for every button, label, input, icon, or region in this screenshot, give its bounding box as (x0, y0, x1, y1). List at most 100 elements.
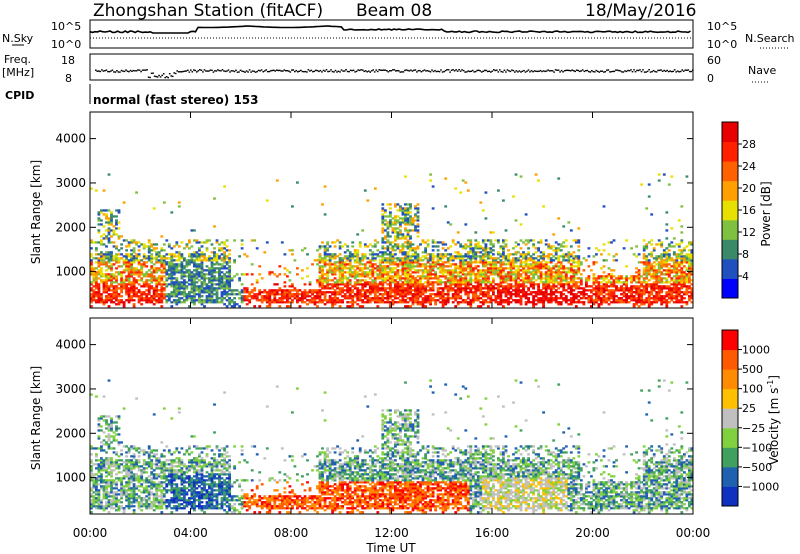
power-cell (358, 267, 362, 270)
power-cell (595, 293, 598, 296)
power-cell (147, 293, 151, 296)
power-cell (414, 291, 417, 294)
power-cell (233, 303, 237, 306)
power-cell (223, 281, 227, 284)
power-cell (517, 269, 520, 272)
freq-point (657, 69, 659, 72)
power-cell (466, 265, 470, 268)
power-cell (323, 251, 327, 254)
power-cell (162, 255, 166, 258)
power-cell (554, 253, 558, 256)
power-cell (394, 291, 397, 294)
power-cell (358, 291, 362, 294)
power-cell (595, 253, 598, 256)
power-cell (507, 273, 510, 276)
power-cell (162, 281, 166, 284)
power-cell (356, 279, 360, 282)
power-cell (152, 297, 156, 300)
power-cell (421, 297, 425, 300)
power-cell (356, 299, 360, 302)
power-cell (444, 269, 448, 272)
power-cell (660, 287, 664, 290)
power-cell (333, 281, 337, 284)
power-cell (554, 241, 558, 244)
power-cell (489, 301, 493, 304)
power-cell (100, 295, 103, 298)
power-cell (331, 241, 335, 244)
freq-point (610, 71, 613, 73)
power-cell (243, 273, 247, 276)
power-cell (635, 271, 639, 274)
power-cell (554, 297, 558, 300)
power-cell (363, 271, 367, 274)
power-cell (351, 271, 355, 274)
power-cell (632, 277, 636, 280)
power-cell (484, 283, 488, 286)
freq-point (298, 70, 301, 72)
power-cell (635, 289, 639, 292)
power-cell (559, 303, 563, 306)
power-cell (135, 273, 139, 276)
power-cell (180, 275, 184, 278)
power-cell (597, 277, 601, 280)
power-cell (117, 299, 121, 302)
power-cell (652, 297, 656, 300)
power-cell (120, 291, 124, 294)
power-cell (193, 297, 196, 300)
power-cell (193, 277, 196, 280)
power-cell (328, 301, 332, 304)
power-cell (386, 267, 390, 270)
power-cell (180, 269, 184, 272)
power-cell (373, 285, 377, 288)
power-cell (190, 281, 194, 284)
power-cell (341, 263, 345, 266)
power-cell (622, 277, 626, 280)
power-cell (499, 289, 503, 292)
power-cell (170, 269, 174, 272)
power-cell (137, 283, 141, 286)
freq-point (473, 71, 475, 73)
power-cell (185, 287, 189, 290)
power-cell (534, 279, 538, 282)
power-cell (283, 281, 287, 284)
power-cell (275, 299, 279, 302)
power-cell (210, 257, 214, 260)
power-cell (569, 259, 573, 262)
power-cell (532, 291, 536, 294)
power-cell (504, 295, 508, 298)
power-cell (117, 235, 121, 238)
power-cell (487, 255, 490, 258)
power-cell (346, 285, 350, 288)
power-cell (100, 301, 103, 304)
power-cell (426, 279, 430, 282)
power-cell (177, 293, 181, 296)
power-cell (635, 245, 639, 248)
power-cell (351, 265, 355, 268)
power-cell (645, 277, 649, 280)
power-cell (532, 267, 536, 270)
power-cell (125, 277, 129, 280)
power-cell (461, 299, 465, 302)
freq-point (459, 70, 462, 72)
power-cell (218, 257, 221, 260)
freq-point (485, 69, 488, 72)
power-cell (200, 275, 204, 278)
power-cell (517, 273, 520, 276)
power-cell (326, 241, 330, 244)
power-cell (409, 293, 412, 296)
power-cell (378, 299, 382, 302)
power-cell (167, 245, 171, 248)
power-cell (404, 277, 407, 280)
freq-point (343, 70, 346, 72)
power-cell (625, 281, 629, 284)
power-cell (92, 275, 96, 278)
power-cell (441, 287, 445, 290)
power-cell (336, 301, 340, 304)
power-cell (263, 291, 267, 294)
power-cell (409, 249, 412, 252)
power-cell (454, 281, 458, 284)
power-cell (484, 247, 488, 250)
power-cell (218, 277, 221, 280)
power-cell (371, 263, 375, 266)
power-cell (509, 269, 513, 272)
